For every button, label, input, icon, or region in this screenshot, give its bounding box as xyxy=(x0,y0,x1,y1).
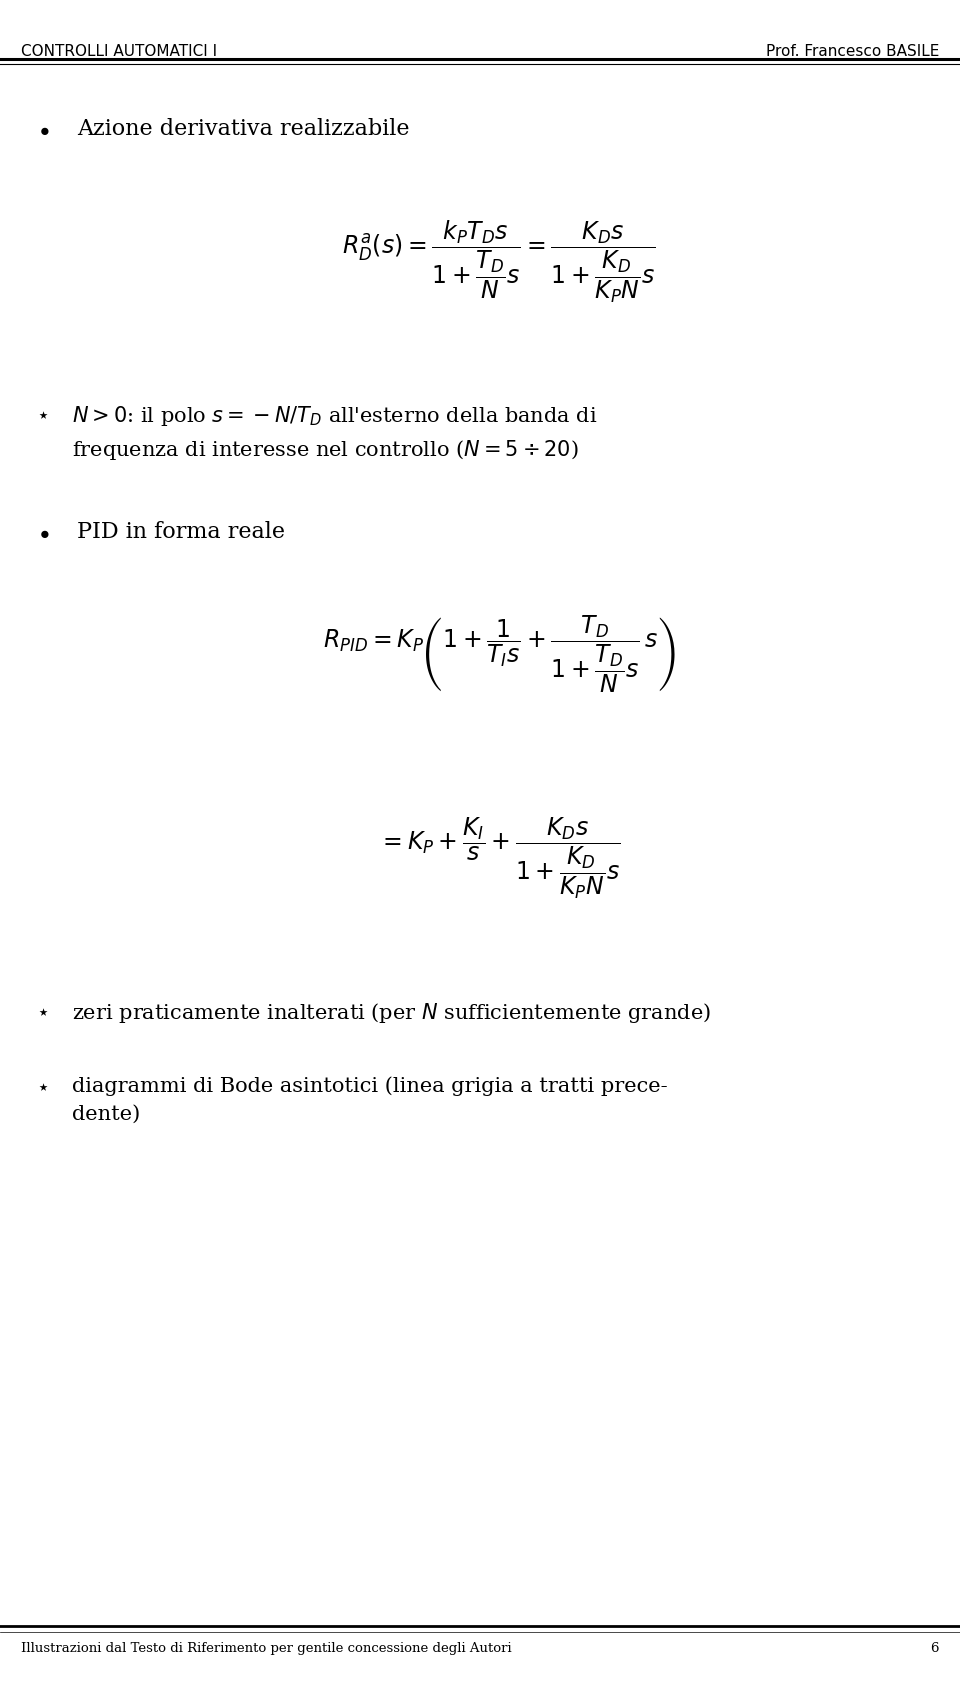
Text: $\star$: $\star$ xyxy=(36,1076,49,1097)
Text: PID in forma reale: PID in forma reale xyxy=(77,521,285,543)
Text: Illustrazioni dal Testo di Riferimento per gentile concessione degli Autori: Illustrazioni dal Testo di Riferimento p… xyxy=(21,1642,512,1655)
Text: 6: 6 xyxy=(930,1642,939,1655)
Text: Prof. Francesco BASILE: Prof. Francesco BASILE xyxy=(765,44,939,59)
Text: $\bullet$: $\bullet$ xyxy=(36,118,50,141)
Text: $\star$: $\star$ xyxy=(36,404,49,424)
Text: $\bullet$: $\bullet$ xyxy=(36,521,50,545)
Text: diagrammi di Bode asintotici (linea grigia a tratti prece-
dente): diagrammi di Bode asintotici (linea grig… xyxy=(72,1076,667,1124)
Text: $= K_P + \dfrac{K_I}{s} + \dfrac{K_D s}{1 + \dfrac{K_D}{K_P N}s}$: $= K_P + \dfrac{K_I}{s} + \dfrac{K_D s}{… xyxy=(378,816,620,902)
Text: CONTROLLI AUTOMATICI I: CONTROLLI AUTOMATICI I xyxy=(21,44,217,59)
Text: $R_{PID} = K_P \left(1 + \dfrac{1}{T_I s} + \dfrac{T_D}{1 + \dfrac{T_D}{N}s}\, s: $R_{PID} = K_P \left(1 + \dfrac{1}{T_I s… xyxy=(323,614,676,695)
Text: $N > 0$: il polo $s = -N/T_D$ all'esterno della banda di
frequenza di interesse : $N > 0$: il polo $s = -N/T_D$ all'estern… xyxy=(72,404,597,461)
Text: zeri praticamente inalterati (per $N$ sufficientemente grande): zeri praticamente inalterati (per $N$ su… xyxy=(72,1001,711,1024)
Text: $R^{a}_{D}(s) = \dfrac{k_P T_D s}{1 + \dfrac{T_D}{N}s} = \dfrac{K_D s}{1 + \dfra: $R^{a}_{D}(s) = \dfrac{k_P T_D s}{1 + \d… xyxy=(343,219,656,304)
Text: $\star$: $\star$ xyxy=(36,1001,49,1021)
Text: Azione derivativa realizzabile: Azione derivativa realizzabile xyxy=(77,118,409,140)
